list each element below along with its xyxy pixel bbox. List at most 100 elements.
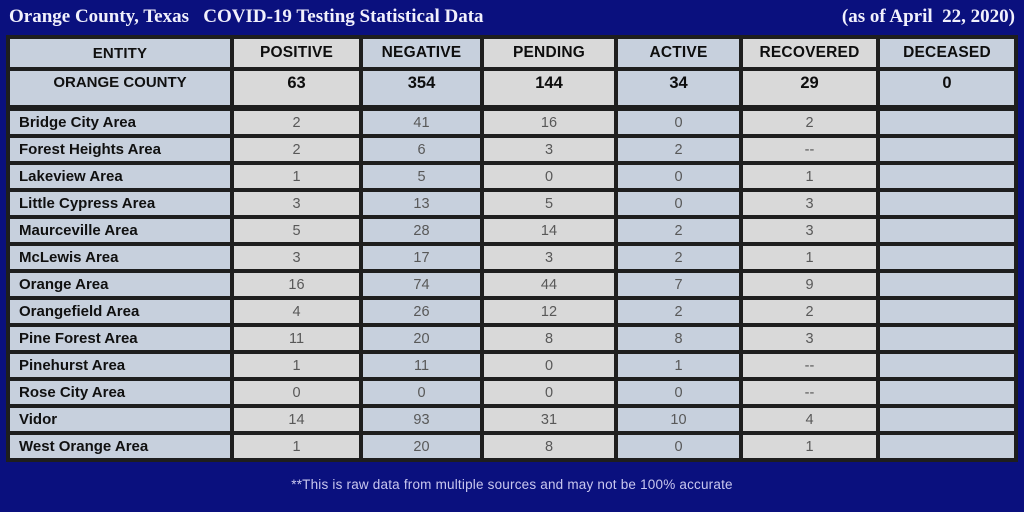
footer-note: **This is raw data from multiple sources… bbox=[291, 477, 733, 492]
county-value-cell: 0 bbox=[880, 71, 1014, 105]
row-value-cell: -- bbox=[743, 354, 876, 377]
row-value-cell: 3 bbox=[484, 138, 614, 161]
row-value-cell bbox=[880, 435, 1014, 458]
row-value-cell: 16 bbox=[484, 111, 614, 134]
county-value-cell: 29 bbox=[743, 71, 876, 105]
row-value-cell: 1 bbox=[743, 435, 876, 458]
row-value-cell bbox=[880, 273, 1014, 296]
county-entity-cell: ORANGE COUNTY bbox=[10, 71, 230, 105]
row-entity-cell: Orangefield Area bbox=[10, 300, 230, 323]
county-value-cell: 144 bbox=[484, 71, 614, 105]
covid-data-table: ENTITY POSITIVE NEGATIVE PENDING ACTIVE RECOV… bbox=[6, 35, 1018, 462]
table-row: Maurceville Area 5 28 14 2 3 bbox=[10, 219, 1014, 242]
table-header-row: ENTITY POSITIVE NEGATIVE PENDING ACTIVE RECOV… bbox=[10, 39, 1014, 67]
row-value-cell: 41 bbox=[363, 111, 480, 134]
row-value-cell: 10 bbox=[618, 408, 739, 431]
row-value-cell: 3 bbox=[234, 246, 359, 269]
row-value-cell bbox=[880, 381, 1014, 404]
row-value-cell: 2 bbox=[743, 111, 876, 134]
row-value-cell: 0 bbox=[484, 354, 614, 377]
row-value-cell: 1 bbox=[234, 165, 359, 188]
row-entity-cell: Pine Forest Area bbox=[10, 327, 230, 350]
row-value-cell: 8 bbox=[484, 435, 614, 458]
row-value-cell: 5 bbox=[484, 192, 614, 215]
row-value-cell bbox=[880, 192, 1014, 215]
table-row: Orange Area 16 74 44 7 9 bbox=[10, 273, 1014, 296]
row-value-cell bbox=[880, 219, 1014, 242]
row-value-cell: 1 bbox=[743, 246, 876, 269]
row-entity-cell: West Orange Area bbox=[10, 435, 230, 458]
county-total-row: ORANGE COUNTY 63 354 144 34 29 0 bbox=[10, 71, 1014, 105]
row-value-cell: 20 bbox=[363, 327, 480, 350]
column-header-entity: ENTITY bbox=[10, 39, 230, 67]
row-value-cell: 14 bbox=[484, 219, 614, 242]
row-value-cell: 0 bbox=[618, 435, 739, 458]
row-value-cell: 1 bbox=[234, 435, 359, 458]
row-value-cell: -- bbox=[743, 381, 876, 404]
row-value-cell: -- bbox=[743, 138, 876, 161]
row-value-cell bbox=[880, 327, 1014, 350]
row-entity-cell: Bridge City Area bbox=[10, 111, 230, 134]
row-value-cell bbox=[880, 138, 1014, 161]
table-row: Little Cypress Area 3 13 5 0 3 bbox=[10, 192, 1014, 215]
table-row: Pinehurst Area 1 11 0 1 -- bbox=[10, 354, 1014, 377]
table-row: Forest Heights Area 2 6 3 2 -- bbox=[10, 138, 1014, 161]
row-value-cell: 2 bbox=[234, 111, 359, 134]
row-value-cell: 3 bbox=[234, 192, 359, 215]
row-value-cell: 16 bbox=[234, 273, 359, 296]
row-value-cell: 9 bbox=[743, 273, 876, 296]
row-value-cell bbox=[880, 354, 1014, 377]
row-value-cell: 1 bbox=[743, 165, 876, 188]
county-value-cell: 34 bbox=[618, 71, 739, 105]
row-value-cell: 5 bbox=[234, 219, 359, 242]
row-entity-cell: Orange Area bbox=[10, 273, 230, 296]
row-value-cell: 3 bbox=[743, 219, 876, 242]
row-value-cell: 44 bbox=[484, 273, 614, 296]
row-entity-cell: Forest Heights Area bbox=[10, 138, 230, 161]
row-value-cell: 7 bbox=[618, 273, 739, 296]
row-value-cell: 0 bbox=[484, 165, 614, 188]
table-row: Bridge City Area 2 41 16 0 2 bbox=[10, 111, 1014, 134]
row-value-cell: 0 bbox=[618, 165, 739, 188]
row-value-cell: 4 bbox=[743, 408, 876, 431]
row-value-cell: 31 bbox=[484, 408, 614, 431]
row-value-cell: 17 bbox=[363, 246, 480, 269]
area-rows-group: Bridge City Area 2 41 16 0 2 Forest Heights Ar… bbox=[10, 111, 1014, 458]
column-header-negative: NEGATIVE bbox=[363, 39, 480, 67]
row-value-cell: 28 bbox=[363, 219, 480, 242]
table-row: Pine Forest Area 11 20 8 8 3 bbox=[10, 327, 1014, 350]
row-value-cell: 2 bbox=[234, 138, 359, 161]
row-value-cell: 2 bbox=[743, 300, 876, 323]
column-header-recovered: RECOVERED bbox=[743, 39, 876, 67]
column-header-active: ACTIVE bbox=[618, 39, 739, 67]
county-value-cell: 63 bbox=[234, 71, 359, 105]
row-value-cell: 8 bbox=[618, 327, 739, 350]
row-value-cell: 20 bbox=[363, 435, 480, 458]
row-value-cell bbox=[880, 246, 1014, 269]
row-value-cell: 0 bbox=[618, 381, 739, 404]
county-value-cell: 354 bbox=[363, 71, 480, 105]
row-value-cell: 11 bbox=[363, 354, 480, 377]
row-value-cell: 8 bbox=[484, 327, 614, 350]
as-of-date: (as of April 22, 2020) bbox=[841, 6, 1015, 27]
row-value-cell: 0 bbox=[618, 111, 739, 134]
row-entity-cell: Lakeview Area bbox=[10, 165, 230, 188]
row-value-cell: 12 bbox=[484, 300, 614, 323]
row-value-cell bbox=[880, 408, 1014, 431]
row-value-cell: 0 bbox=[363, 381, 480, 404]
row-value-cell: 13 bbox=[363, 192, 480, 215]
row-value-cell: 14 bbox=[234, 408, 359, 431]
row-entity-cell: Rose City Area bbox=[10, 381, 230, 404]
title-bar: Orange County, Texas COVID-19 Testing St… bbox=[0, 0, 1024, 34]
row-value-cell: 4 bbox=[234, 300, 359, 323]
row-value-cell: 2 bbox=[618, 246, 739, 269]
row-value-cell: 1 bbox=[618, 354, 739, 377]
row-entity-cell: McLewis Area bbox=[10, 246, 230, 269]
column-header-pending: PENDING bbox=[484, 39, 614, 67]
row-value-cell: 2 bbox=[618, 300, 739, 323]
row-value-cell: 2 bbox=[618, 219, 739, 242]
table-row: Rose City Area 0 0 0 0 -- bbox=[10, 381, 1014, 404]
column-header-positive: POSITIVE bbox=[234, 39, 359, 67]
row-value-cell: 26 bbox=[363, 300, 480, 323]
row-entity-cell: Little Cypress Area bbox=[10, 192, 230, 215]
